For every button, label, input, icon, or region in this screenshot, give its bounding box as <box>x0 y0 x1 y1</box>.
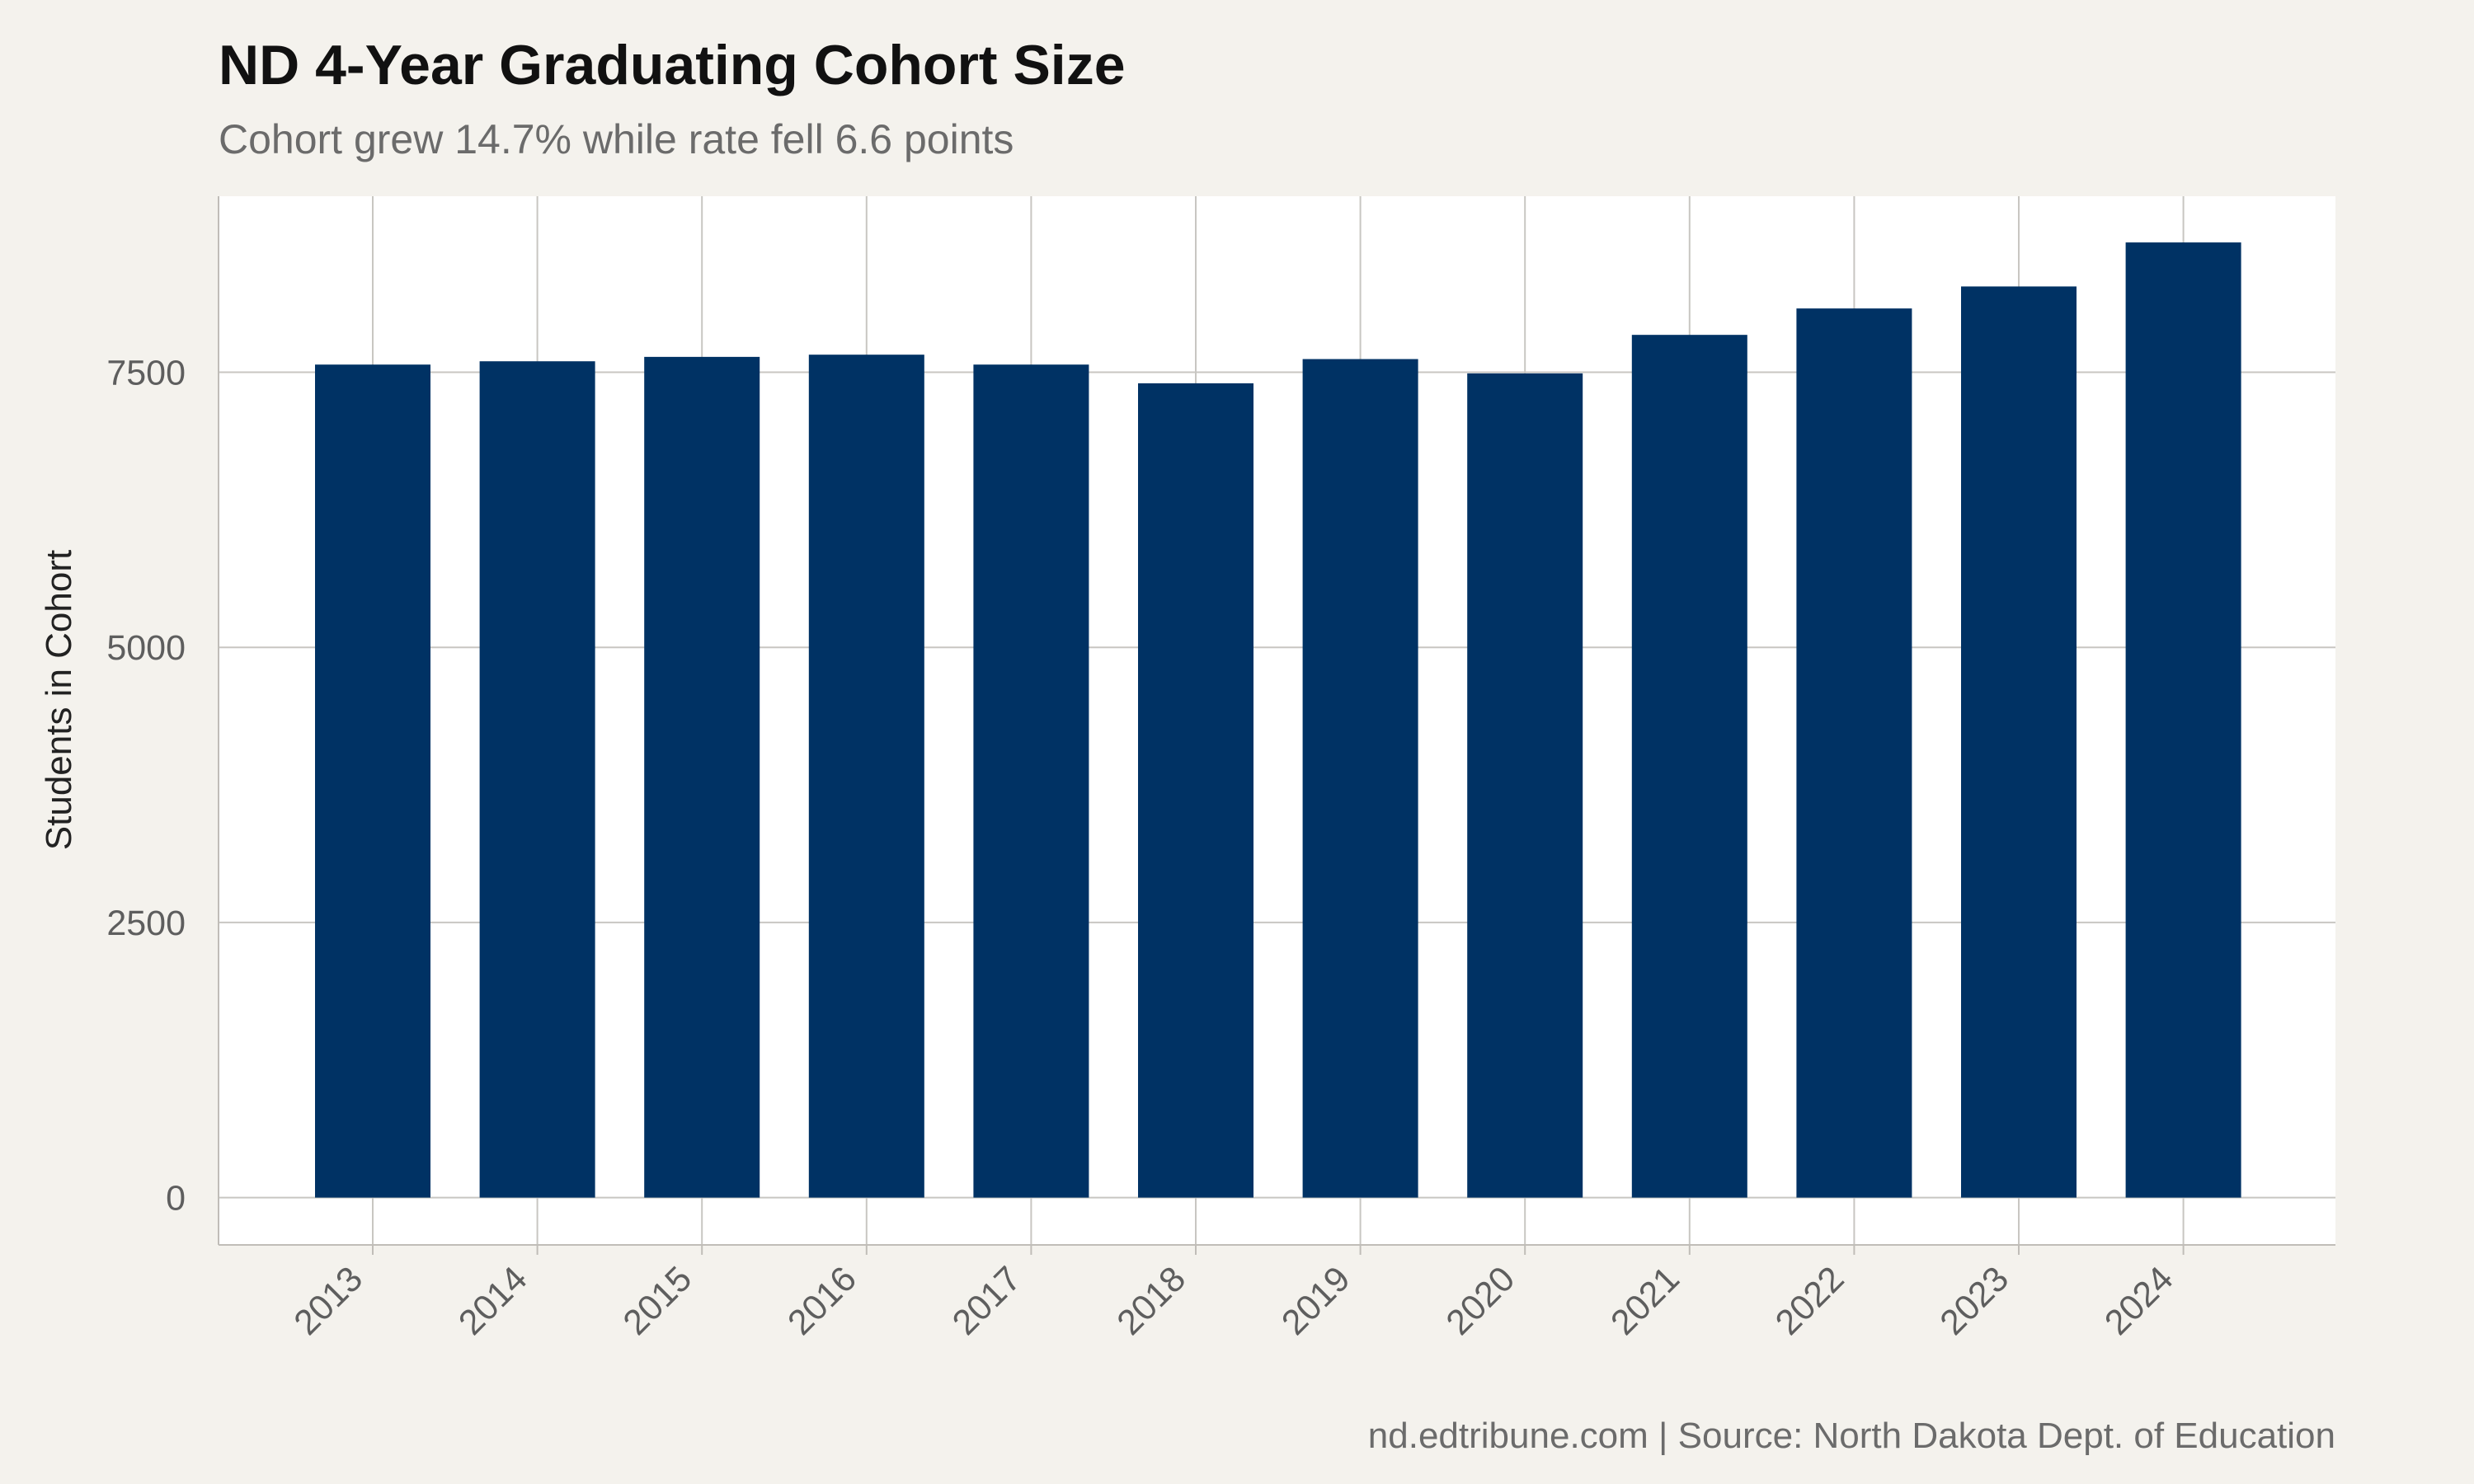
x-tick-label: 2022 <box>1768 1259 1852 1343</box>
y-tick-label: 5000 <box>106 628 186 668</box>
axis-lines <box>218 196 2335 1255</box>
x-tick-label: 2017 <box>945 1259 1029 1343</box>
bar-2018 <box>1138 383 1253 1198</box>
bars <box>315 242 2241 1198</box>
x-tick-label: 2020 <box>1439 1259 1523 1343</box>
x-tick-label: 2015 <box>616 1259 700 1343</box>
bar-2020 <box>1467 373 1583 1198</box>
bar-2024 <box>2125 242 2241 1198</box>
bar-2013 <box>315 364 430 1198</box>
chart-subtitle: Cohort grew 14.7% while rate fell 6.6 po… <box>219 116 1014 162</box>
bar-2019 <box>1302 359 1418 1198</box>
bar-2017 <box>973 364 1089 1198</box>
bar-2023 <box>1961 286 2077 1198</box>
x-tick-label: 2021 <box>1603 1259 1687 1343</box>
x-tick-label: 2016 <box>780 1259 864 1343</box>
y-tick-label: 2500 <box>106 904 186 943</box>
bar-2016 <box>808 355 924 1198</box>
x-tick-label: 2018 <box>1109 1259 1193 1343</box>
y-tick-label: 7500 <box>106 354 186 393</box>
x-tick-label: 2023 <box>1932 1259 2016 1343</box>
y-axis-title: Students in Cohort <box>39 550 79 850</box>
bar-2014 <box>479 361 595 1198</box>
y-tick-label: 0 <box>166 1179 186 1219</box>
x-tick-label: 2014 <box>451 1259 535 1343</box>
chart-title: ND 4-Year Graduating Cohort Size <box>219 34 1126 96</box>
x-tick-label: 2019 <box>1274 1259 1358 1343</box>
x-tick-label: 2013 <box>286 1259 370 1343</box>
bar-2022 <box>1796 308 1912 1198</box>
chart-caption: nd.edtribune.com | Source: North Dakota … <box>1367 1416 2335 1456</box>
bar-2021 <box>1631 335 1747 1198</box>
x-tick-label: 2024 <box>2097 1259 2181 1343</box>
bar-2015 <box>644 356 760 1198</box>
